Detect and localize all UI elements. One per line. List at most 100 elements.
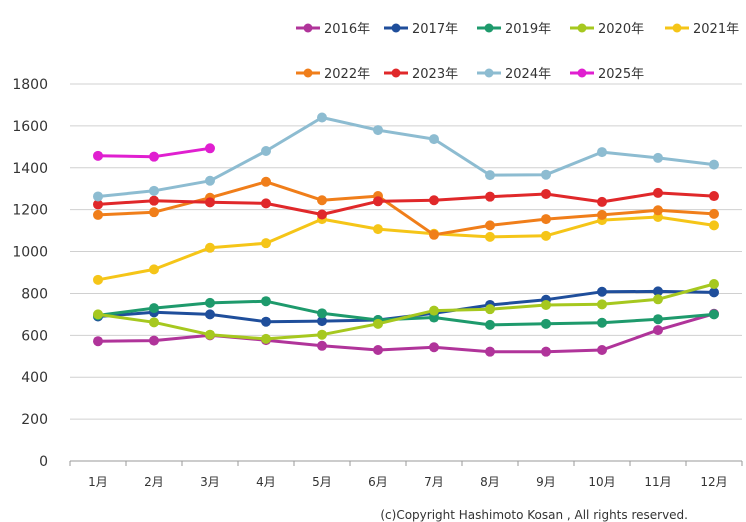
y-tick-label: 1400	[12, 161, 48, 177]
data-point	[653, 205, 663, 216]
data-point	[205, 329, 215, 340]
legend-item: 2023年	[384, 67, 458, 82]
legend-marker	[303, 68, 313, 78]
legend-label: 2023年	[412, 67, 458, 82]
series-2025年	[93, 143, 215, 162]
data-point	[597, 286, 607, 297]
legend: 2016年 2017年 2019年 2020年 2021年 2022年 2023年 2024年…	[296, 22, 739, 82]
series-2023年	[93, 187, 719, 220]
legend-marker	[391, 68, 401, 78]
data-point	[597, 344, 607, 355]
data-point	[373, 224, 383, 235]
data-point	[541, 188, 551, 199]
data-point	[149, 264, 159, 275]
y-tick-label: 0	[39, 454, 48, 470]
data-point	[205, 197, 215, 208]
legend-label: 2017年	[412, 22, 458, 37]
data-point	[709, 220, 719, 231]
data-point	[261, 296, 271, 307]
legend-marker	[484, 23, 494, 33]
series-line	[96, 299, 716, 327]
x-tick-label: 9月	[536, 475, 556, 489]
legend-label: 2021年	[693, 22, 739, 37]
series-layer	[93, 112, 719, 357]
data-point	[597, 196, 607, 207]
data-point	[149, 303, 159, 314]
legend-label: 2019年	[505, 22, 551, 37]
data-point	[597, 209, 607, 220]
x-tick-label: 5月	[312, 475, 332, 489]
legend-label: 2020年	[598, 22, 644, 37]
x-axis-ticks: 1月 2月 3月 4月 5月 6月 7月 8月 9月 10月 11月 12月	[69, 461, 743, 489]
data-point	[709, 208, 719, 219]
data-point	[317, 340, 327, 351]
data-point	[709, 309, 719, 320]
data-point	[261, 198, 271, 209]
legend-item: 2020年	[570, 22, 644, 37]
legend-label: 2025年	[598, 67, 644, 82]
data-point	[261, 146, 271, 157]
data-point	[373, 125, 383, 136]
data-point	[149, 317, 159, 328]
data-point	[149, 335, 159, 346]
data-point	[205, 297, 215, 308]
legend-marker	[672, 23, 682, 33]
data-point	[485, 191, 495, 202]
data-point	[709, 279, 719, 290]
data-point	[653, 152, 663, 163]
legend-marker	[577, 68, 587, 78]
data-point	[149, 151, 159, 162]
data-point	[541, 299, 551, 310]
data-point	[709, 287, 719, 298]
data-point	[317, 316, 327, 327]
data-point	[709, 159, 719, 170]
x-tick-label: 7月	[424, 475, 444, 489]
legend-item: 2022年	[296, 67, 370, 82]
data-point	[93, 191, 103, 202]
data-point	[597, 299, 607, 310]
y-tick-label: 600	[21, 328, 48, 344]
legend-label: 2022年	[324, 67, 370, 82]
legend-label: 2016年	[324, 22, 370, 37]
legend-item: 2017年	[384, 22, 458, 37]
series-2020年	[93, 279, 719, 344]
x-tick-label: 11月	[644, 475, 671, 489]
data-point	[485, 319, 495, 330]
y-tick-label: 1800	[12, 77, 48, 93]
data-point	[261, 316, 271, 327]
data-point	[373, 344, 383, 355]
data-point	[541, 214, 551, 225]
data-point	[261, 176, 271, 187]
y-tick-label: 200	[21, 412, 48, 428]
legend-marker	[303, 23, 313, 33]
data-point	[541, 318, 551, 329]
data-point	[93, 274, 103, 285]
data-point	[485, 304, 495, 315]
data-point	[597, 147, 607, 158]
data-point	[93, 336, 103, 347]
data-point	[653, 286, 663, 297]
legend-item: 2016年	[296, 22, 370, 37]
data-point	[429, 312, 439, 323]
data-point	[429, 305, 439, 316]
data-point	[205, 309, 215, 320]
data-point	[149, 207, 159, 218]
data-point	[653, 294, 663, 305]
x-tick-label: 10月	[588, 475, 615, 489]
data-point	[317, 209, 327, 220]
data-point	[317, 195, 327, 206]
data-point	[597, 317, 607, 328]
data-point	[93, 209, 103, 220]
data-point	[485, 346, 495, 357]
legend-marker	[484, 68, 494, 78]
data-point	[709, 191, 719, 202]
data-point	[93, 150, 103, 161]
data-point	[93, 309, 103, 320]
series-line	[96, 180, 716, 237]
x-tick-label: 1月	[88, 475, 108, 489]
y-tick-label: 1200	[12, 203, 48, 219]
legend-item: 2021年	[665, 22, 739, 37]
data-point	[317, 329, 327, 340]
data-point	[261, 238, 271, 249]
